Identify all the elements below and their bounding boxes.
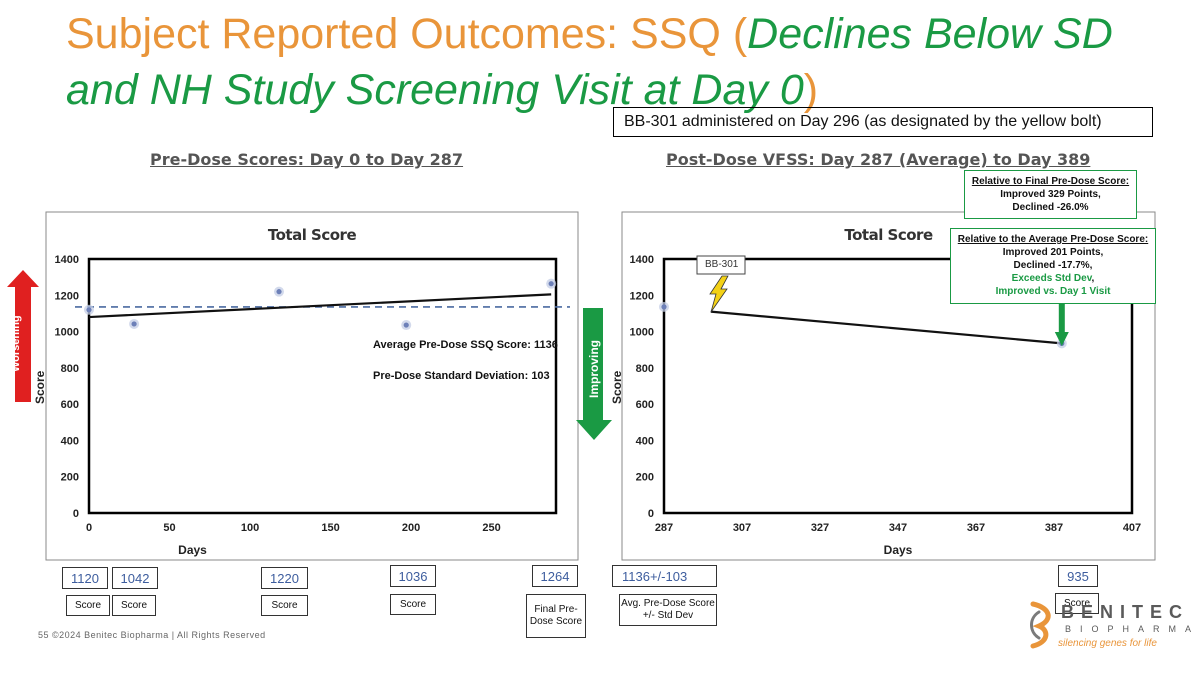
right-plot-border <box>662 257 1134 515</box>
right-y-tick-label: 1000 <box>630 327 654 339</box>
left-x-axis-title: Days <box>178 543 207 557</box>
left-trend-line <box>88 293 552 319</box>
right-data-point <box>661 304 667 310</box>
left-x-tick-label: 0 <box>86 522 92 534</box>
sd-annotation: Pre-Dose Standard Deviation: 103 <box>373 370 550 382</box>
left-y-tick-label: 0 <box>73 508 79 520</box>
left-x-tick-label: 150 <box>321 522 339 534</box>
label-box: Avg. Pre-Dose Score +/- Std Dev <box>619 594 717 626</box>
average-predose-callout: Relative to the Average Pre-Dose Score: … <box>950 228 1156 304</box>
right-x-tick-label: 307 <box>733 522 751 534</box>
title-part3: ) <box>803 66 819 114</box>
right-y-tick-label: 1400 <box>630 254 654 266</box>
avg-callout-line1: Improved 201 Points, <box>1002 247 1104 258</box>
right-x-tick-label: 407 <box>1123 522 1141 534</box>
left-data-point <box>548 281 554 287</box>
avg-callout-line2: Declined -17.7%, <box>1013 260 1093 271</box>
avg-callout-line4: Improved vs. Day 1 Visit <box>995 286 1111 297</box>
callout-pointer-shaft <box>1058 304 1065 334</box>
left-chart-title: Total Score <box>268 226 357 244</box>
pre-dose-subtitle: Pre-Dose Scores: Day 0 to Day 287 <box>150 150 464 169</box>
company-logo: BENITEC BIOPHARMA silencing genes for li… <box>1025 600 1191 655</box>
right-x-tick-label: 347 <box>889 522 907 534</box>
right-score-line <box>710 310 1062 345</box>
right-y-tick-label: 600 <box>636 399 654 411</box>
lightning-bolt-icon <box>709 275 729 313</box>
left-plot-border <box>87 257 558 515</box>
right-x-tick-label: 287 <box>655 522 673 534</box>
final-callout-line2: Declined -26.0% <box>1012 202 1089 213</box>
callout-pointer-head <box>1054 332 1069 346</box>
value-box: 1264 <box>532 565 578 587</box>
right-y-tick-label: 1200 <box>630 290 654 302</box>
left-data-point <box>403 322 409 328</box>
left-data-point <box>276 289 282 295</box>
value-box: 935 <box>1058 565 1098 587</box>
left-y-tick-label: 800 <box>61 363 79 375</box>
left-y-tick-label: 1000 <box>55 327 79 339</box>
avg-callout-line3: Exceeds Std Dev <box>1011 273 1092 284</box>
bb301-label-box <box>696 255 746 275</box>
logo-name: BENITEC <box>1061 602 1190 622</box>
left-x-tick-label: 250 <box>482 522 500 534</box>
left-x-tick-label: 100 <box>241 522 259 534</box>
label-box: Score <box>390 594 436 615</box>
worsening-label: Worsening <box>10 315 22 372</box>
title-part2: Declines Below SD and NH Study Screening… <box>66 10 1113 114</box>
final-callout-heading: Relative to Final Pre-Dose Score: <box>971 176 1130 187</box>
value-box: 1136+/-103 <box>612 565 717 587</box>
left-x-tick-label: 50 <box>163 522 175 534</box>
left-y-tick-label: 200 <box>61 472 79 484</box>
right-x-tick-label: 367 <box>967 522 985 534</box>
left-y-tick-label: 400 <box>61 435 79 447</box>
avg-annotation: Average Pre-Dose SSQ Score: 1136 <box>373 339 558 351</box>
right-x-tick-label: 327 <box>811 522 829 534</box>
right-y-tick-label: 0 <box>648 508 654 520</box>
left-y-tick-label: 600 <box>61 399 79 411</box>
logo-tagline: silencing genes for life <box>1058 638 1157 649</box>
avg-callout-line3-suffix: , <box>1091 273 1095 284</box>
left-y-axis-title: Score <box>33 370 47 404</box>
label-box: Final Pre-Dose Score <box>526 594 586 638</box>
label-box: Score <box>66 595 110 616</box>
right-x-axis-title: Days <box>884 543 913 557</box>
right-y-tick-label: 400 <box>636 435 654 447</box>
right-y-axis-title: Score <box>610 370 624 404</box>
slide-title: Subject Reported Outcomes: SSQ (Declines… <box>66 6 1176 118</box>
left-x-tick-label: 200 <box>402 522 420 534</box>
footer-copyright: 55 ©2024 Benitec Biopharma | All Rights … <box>38 630 266 640</box>
left-chart-frame <box>45 211 579 561</box>
logo-mark-icon <box>1030 601 1051 649</box>
avg-callout-heading: Relative to the Average Pre-Dose Score: <box>957 234 1149 245</box>
left-y-tick-label: 1200 <box>55 290 79 302</box>
avg-callout-line3-wrap: Exceeds Std Dev, <box>951 272 1155 285</box>
bb301-label: BB-301 <box>705 259 739 270</box>
value-box: 1036 <box>390 565 436 587</box>
improving-arrow <box>576 308 612 440</box>
post-dose-subtitle: Post-Dose VFSS: Day 287 (Average) to Day… <box>666 150 1091 169</box>
final-callout-line1: Improved 329 Points, <box>1000 189 1101 200</box>
logo-sub: BIOPHARMA <box>1065 624 1200 634</box>
left-y-tick-label: 1400 <box>55 254 79 266</box>
label-box: Score <box>261 595 308 616</box>
left-data-point <box>86 307 92 313</box>
value-box: 1120 <box>62 567 108 589</box>
title-part1: Subject Reported Outcomes: SSQ ( <box>66 10 748 58</box>
label-box: Score <box>1055 593 1099 614</box>
right-y-tick-label: 800 <box>636 363 654 375</box>
label-box: Score <box>112 595 156 616</box>
value-box: 1220 <box>261 567 308 589</box>
right-chart-title: Total Score <box>844 226 933 244</box>
right-y-tick-label: 200 <box>636 472 654 484</box>
worsening-arrow <box>7 270 39 402</box>
admin-note: BB-301 administered on Day 296 (as desig… <box>613 107 1153 137</box>
final-predose-callout: Relative to Final Pre-Dose Score: Improv… <box>964 170 1137 219</box>
right-x-tick-label: 387 <box>1045 522 1063 534</box>
value-box: 1042 <box>112 567 158 589</box>
improving-label: Improving <box>587 339 601 398</box>
left-data-point <box>131 321 137 327</box>
